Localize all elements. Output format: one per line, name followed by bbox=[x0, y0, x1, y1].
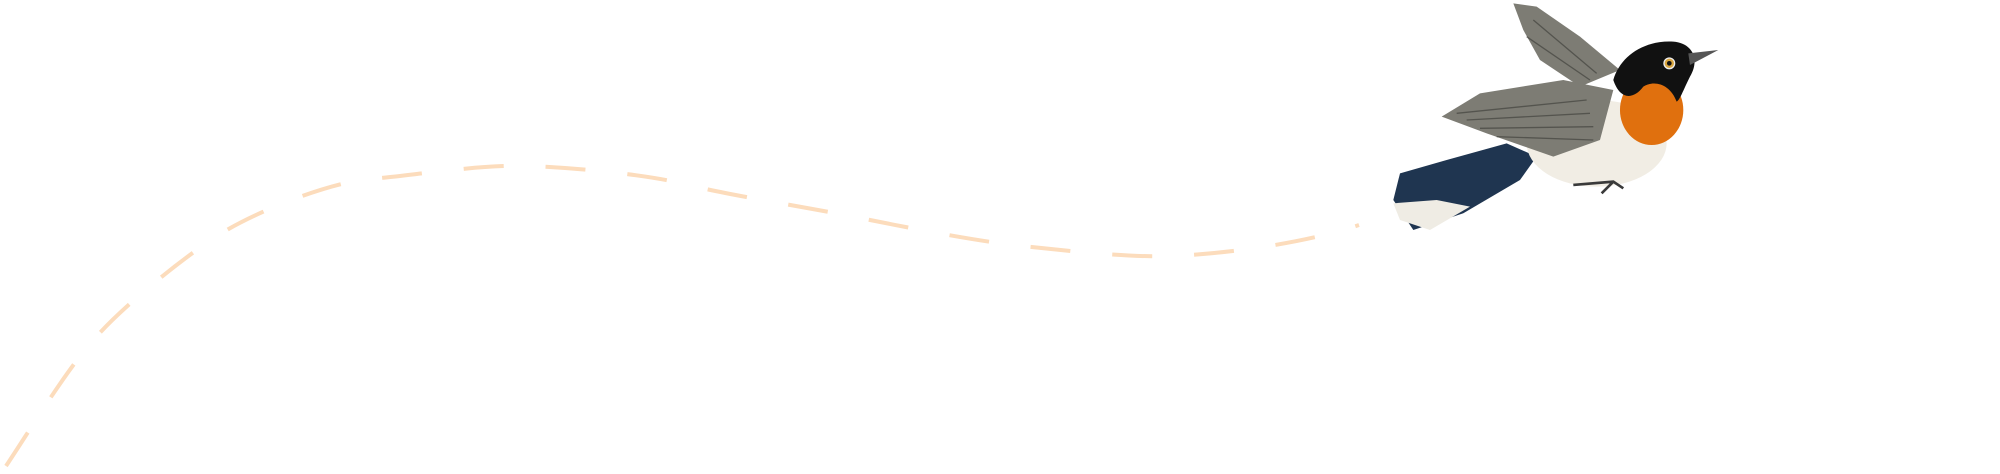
bird-legs bbox=[1573, 180, 1625, 195]
bird-back-wing bbox=[1513, 3, 1620, 87]
bird-beak bbox=[1688, 49, 1719, 65]
bird-tail-tips bbox=[1393, 199, 1470, 230]
bird-front-wing bbox=[1441, 79, 1614, 157]
bird-head bbox=[1613, 41, 1695, 102]
dashed-flight-path bbox=[4, 163, 1360, 468]
bird-illustration bbox=[1393, 3, 1719, 230]
